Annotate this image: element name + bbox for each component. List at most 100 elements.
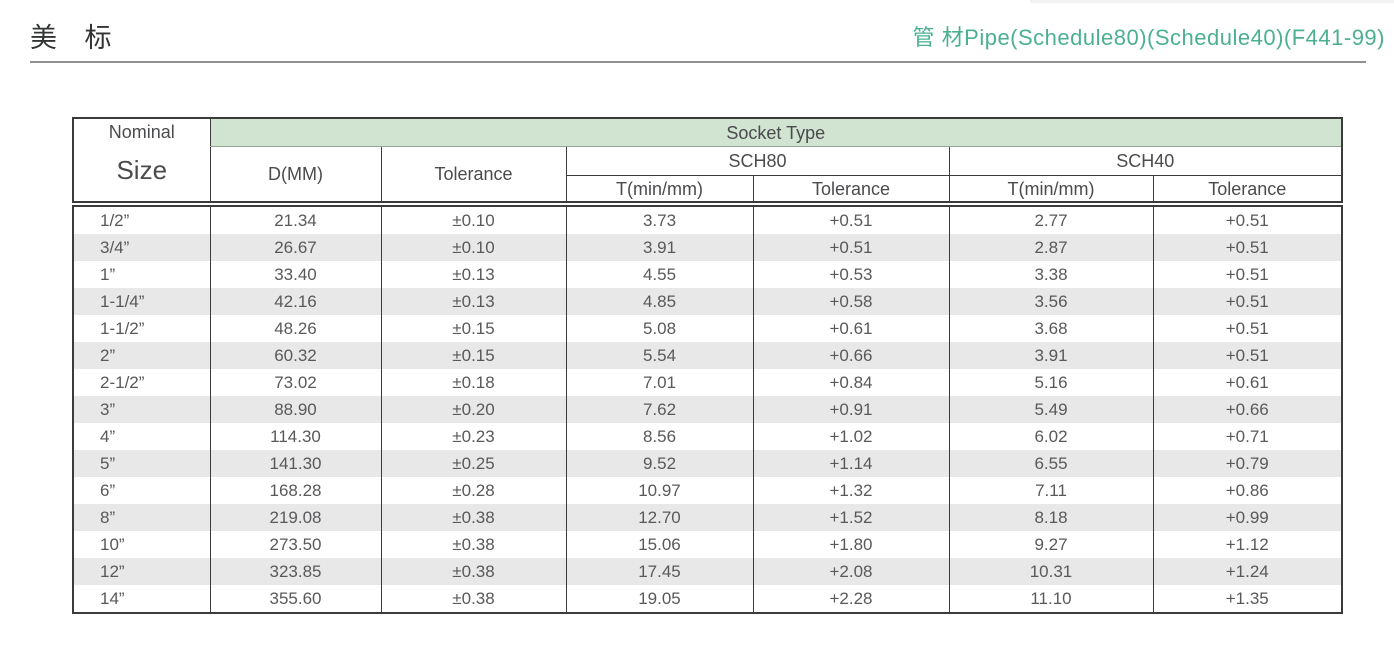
sch80-header: SCH80 [565,146,949,176]
table-row: 5” 141.30 ±0.25 9.52 +1.14 6.55 +0.79 [73,450,1343,477]
table-header: Nominal Size Socket Type D(MM) Tolerance… [72,118,1343,207]
sch40-tolerance-header: Tolerance [1152,175,1343,207]
value-cell: +0.51 [1152,234,1343,261]
page-title: 美 标 [30,23,122,53]
value-cell: +0.51 [1152,261,1343,288]
value-cell: +0.66 [1152,396,1343,423]
nominal-size-cell: 14” [100,589,125,608]
value-cell: +0.51 [1152,315,1343,342]
table-row: 3/4” 26.67 ±0.10 3.91 +0.51 2.87 +0.51 [73,234,1343,261]
value-cell: 4.55 [565,261,753,288]
value-cell: +1.35 [1152,585,1343,613]
value-cell: ±0.38 [380,531,566,558]
value-cell: 3.68 [948,315,1153,342]
value-cell: ±0.10 [380,204,566,234]
value-cell: 88.90 [209,396,381,423]
nominal-size-cell: 1” [100,265,116,284]
pipe-spec-table-wrap: Nominal Size Socket Type D(MM) Tolerance… [72,117,1344,614]
table-row: 8” 219.08 ±0.38 12.70 +1.52 8.18 +0.99 [73,504,1343,531]
value-cell: +0.66 [752,342,949,369]
nominal-size-cell: 3/4” [100,238,130,257]
table-row: 3” 88.90 ±0.20 7.62 +0.91 5.49 +0.66 [73,396,1343,423]
nominal-size-cell: 4” [100,427,116,446]
nominal-size-cell: 3” [100,400,116,419]
value-cell: 7.01 [565,369,753,396]
size-label: Size [116,155,168,185]
table-row: 12” 323.85 ±0.38 17.45 +2.08 10.31 +1.24 [73,558,1343,585]
value-cell: 6.02 [948,423,1153,450]
value-cell: 17.45 [565,558,753,585]
table-row: 2-1/2” 73.02 ±0.18 7.01 +0.84 5.16 +0.61 [73,369,1343,396]
value-cell: +2.08 [752,558,949,585]
header-row-1: Nominal Size Socket Type [72,118,1343,207]
value-cell: +0.51 [1152,288,1343,315]
socket-type-header: Socket Type [209,118,1343,147]
value-cell: 5.49 [948,396,1153,423]
value-cell: ±0.38 [380,585,566,613]
value-cell: +0.51 [1152,342,1343,369]
value-cell: +0.51 [1152,204,1343,234]
value-cell: 73.02 [209,369,381,396]
sch40-tmin-header: T(min/mm) [948,175,1153,207]
value-cell: 15.06 [565,531,753,558]
value-cell: 12.70 [565,504,753,531]
value-cell: 19.05 [565,585,753,613]
d-mm-header: D(MM) [209,146,381,207]
nominal-size-cell: 1/2” [100,211,130,230]
nominal-size-cell: 12” [100,562,125,581]
nominal-size-header: Nominal Size [72,118,210,207]
value-cell: ±0.38 [380,558,566,585]
value-cell: 141.30 [209,450,381,477]
nominal-size-cell: 2” [100,346,116,365]
value-cell: 33.40 [209,261,381,288]
value-cell: +0.58 [752,288,949,315]
value-cell: 60.32 [209,342,381,369]
value-cell: ±0.13 [380,261,566,288]
value-cell: 10.97 [565,477,753,504]
value-cell: 219.08 [209,504,381,531]
value-cell: 7.62 [565,396,753,423]
table-row: 14” 355.60 ±0.38 19.05 +2.28 11.10 +1.35 [73,585,1343,613]
value-cell: +0.51 [752,204,949,234]
nominal-size-cell: 2-1/2” [100,373,145,392]
sch40-header: SCH40 [948,146,1343,176]
nominal-label: Nominal [108,122,175,142]
nominal-size-cell: 5” [100,454,116,473]
header-divider [30,61,1366,63]
value-cell: 8.56 [565,423,753,450]
top-edge-artifact [1030,0,1394,3]
value-cell: +1.02 [752,423,949,450]
table-row: 2” 60.32 ±0.15 5.54 +0.66 3.91 +0.51 [73,342,1343,369]
value-cell: +2.28 [752,585,949,613]
value-cell: +1.14 [752,450,949,477]
value-cell: ±0.28 [380,477,566,504]
value-cell: 21.34 [209,204,381,234]
value-cell: ±0.10 [380,234,566,261]
sch80-tolerance-header: Tolerance [752,175,949,207]
value-cell: +0.51 [752,234,949,261]
nominal-size-cell: 8” [100,508,116,527]
value-cell: +1.80 [752,531,949,558]
value-cell: ±0.13 [380,288,566,315]
value-cell: 168.28 [209,477,381,504]
table-row: 1/2” 21.34 ±0.10 3.73 +0.51 2.77 +0.51 [73,204,1343,234]
table-row: 1” 33.40 ±0.13 4.55 +0.53 3.38 +0.51 [73,261,1343,288]
value-cell: 7.11 [948,477,1153,504]
value-cell: +0.99 [1152,504,1343,531]
nominal-size-cell: 10” [100,535,125,554]
value-cell: 4.85 [565,288,753,315]
sch80-tmin-header: T(min/mm) [565,175,753,207]
table-body: 1/2” 21.34 ±0.10 3.73 +0.51 2.77 +0.51 3/4” 26.6… [73,204,1343,613]
value-cell: +1.52 [752,504,949,531]
value-cell: ±0.25 [380,450,566,477]
pipe-spec-table: Nominal Size Socket Type D(MM) Tolerance… [72,117,1344,614]
value-cell: 11.10 [948,585,1153,613]
table-row: 1-1/2” 48.26 ±0.15 5.08 +0.61 3.68 +0.51 [73,315,1343,342]
value-cell: 26.67 [209,234,381,261]
value-cell: ±0.18 [380,369,566,396]
value-cell: ±0.15 [380,315,566,342]
value-cell: 114.30 [209,423,381,450]
value-cell: +0.84 [752,369,949,396]
value-cell: +1.12 [1152,531,1343,558]
value-cell: +1.24 [1152,558,1343,585]
